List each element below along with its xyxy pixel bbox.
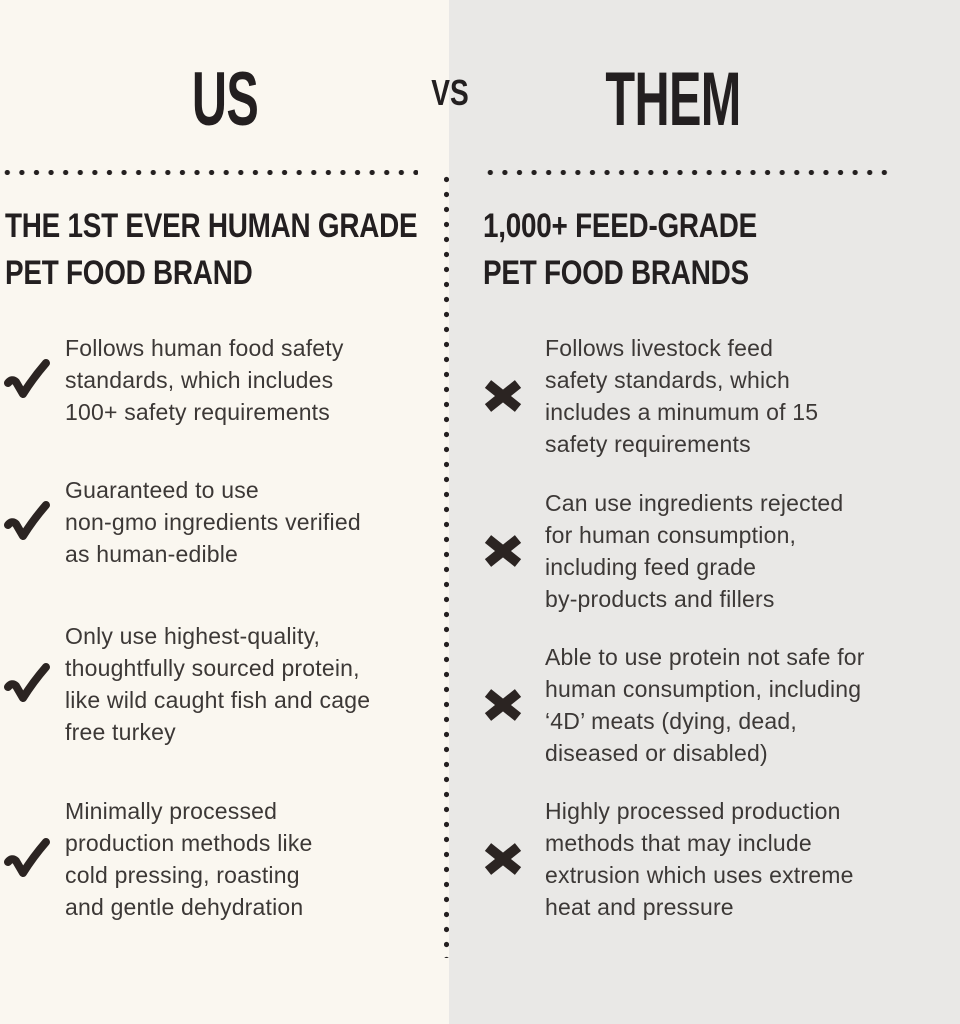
drawback-item: Can use ingredients rejected for human c… — [484, 487, 843, 615]
benefit-text: Follows human food safety standards, whi… — [65, 335, 344, 425]
dotted-divider-vertical — [444, 172, 449, 958]
us-title: US — [191, 57, 259, 142]
drawback-text: Able to use protein not safe for human c… — [545, 644, 865, 766]
drawback-text: Highly processed production methods that… — [545, 798, 854, 920]
x-icon — [484, 688, 522, 722]
drawback-text: Can use ingredients rejected for human c… — [545, 490, 844, 612]
benefit-item: Only use highest-quality, thoughtfully s… — [4, 620, 370, 748]
them-title: THEM — [605, 57, 741, 142]
dotted-rule-left — [0, 170, 418, 175]
check-icon — [4, 501, 50, 543]
drawback-item: Highly processed production methods that… — [484, 795, 854, 923]
drawback-item: Follows livestock feed safety standards,… — [484, 332, 818, 460]
drawback-text: Follows livestock feed safety standards,… — [545, 335, 819, 457]
benefit-item: Guaranteed to use non-gmo ingredients ve… — [4, 474, 361, 570]
x-icon — [484, 534, 522, 568]
x-icon — [484, 379, 522, 413]
benefit-item: Follows human food safety standards, whi… — [4, 332, 344, 428]
check-icon — [4, 359, 50, 401]
them-column-heading: 1,000+ FEED-GRADE PET FOOD BRANDS — [483, 207, 757, 292]
benefit-text: Guaranteed to use non-gmo ingredients ve… — [65, 477, 361, 567]
benefit-text: Only use highest-quality, thoughtfully s… — [65, 623, 371, 745]
check-icon — [4, 838, 50, 880]
benefit-text: Minimally processed production methods l… — [65, 798, 313, 920]
us-column-heading: THE 1ST EVER HUMAN GRADE PET FOOD BRAND — [5, 207, 418, 292]
check-icon — [4, 663, 50, 705]
drawback-item: Able to use protein not safe for human c… — [484, 641, 865, 769]
dotted-rule-right — [483, 170, 890, 175]
vs-label: VS — [431, 72, 469, 113]
x-icon — [484, 842, 522, 876]
benefit-item: Minimally processed production methods l… — [4, 795, 313, 923]
